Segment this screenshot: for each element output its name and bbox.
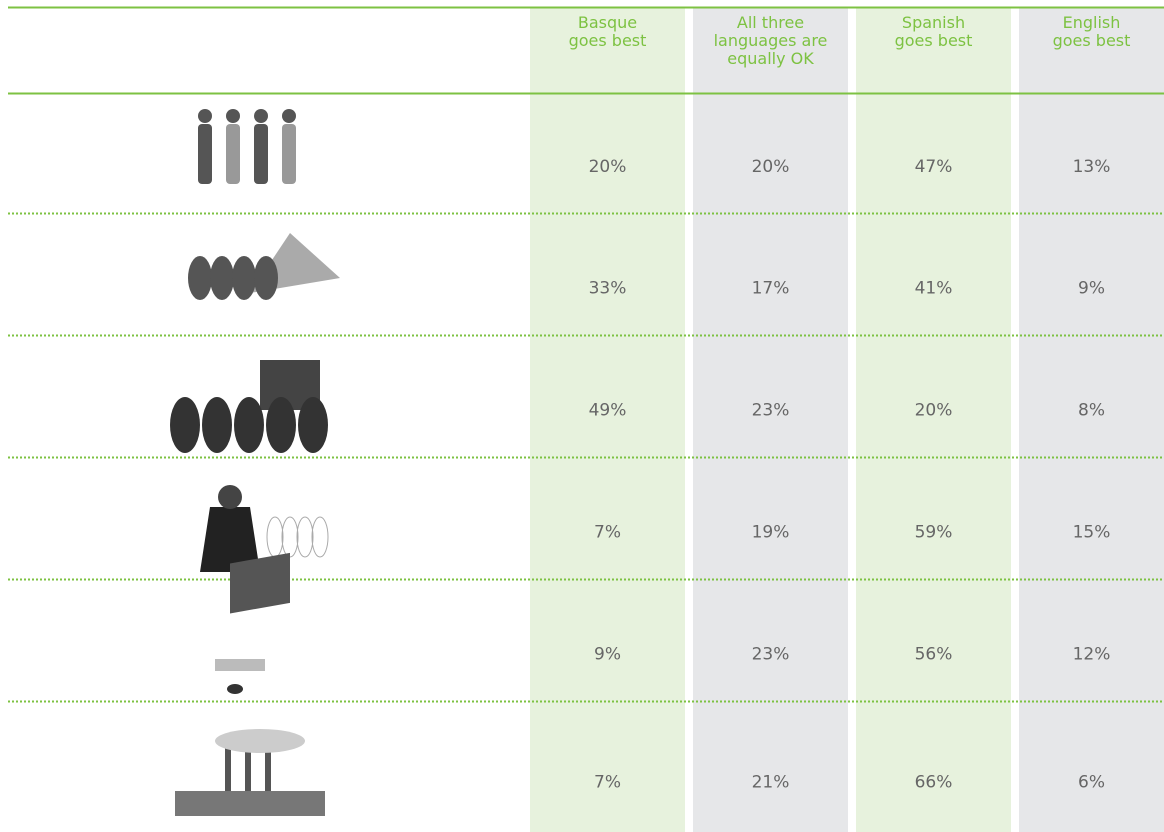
cell-value: 20% [752, 157, 790, 177]
icon [198, 109, 212, 123]
cell-value: 17% [752, 279, 790, 299]
column-header: goes best [1053, 31, 1131, 50]
cell-value: 19% [752, 523, 790, 543]
icon [266, 516, 284, 558]
col-bg [530, 7, 685, 832]
icon [198, 124, 212, 184]
cell-value: 15% [1073, 523, 1111, 543]
cell-value: 20% [589, 157, 627, 177]
cell-value: 9% [1078, 279, 1105, 299]
cell-value: 49% [589, 401, 627, 421]
icon [254, 124, 268, 184]
cell-value: 9% [594, 645, 621, 665]
column-header: languages are [714, 31, 828, 50]
icon [225, 746, 231, 791]
icon [215, 659, 265, 671]
cell-value: 6% [1078, 772, 1105, 792]
icon [230, 552, 290, 614]
icon [202, 397, 232, 453]
icon [210, 256, 234, 300]
icon [254, 256, 278, 300]
column-header: English [1063, 13, 1121, 32]
icon [281, 516, 299, 558]
icon [296, 516, 314, 558]
cell-value: 21% [752, 772, 790, 792]
cell-value: 33% [589, 279, 627, 299]
icon [298, 397, 328, 453]
icon [215, 729, 305, 753]
column-header: equally OK [727, 49, 814, 68]
cell-value: 23% [752, 401, 790, 421]
cell-value: 23% [752, 645, 790, 665]
cell-value: 13% [1073, 157, 1111, 177]
icon [282, 124, 296, 184]
cell-value: 20% [915, 401, 953, 421]
icon [265, 746, 271, 791]
cell-value: 47% [915, 157, 953, 177]
icon [232, 256, 256, 300]
icon [282, 109, 296, 123]
cell-value: 7% [594, 772, 621, 792]
cell-value: 59% [915, 523, 953, 543]
icon [226, 124, 240, 184]
icon [227, 684, 243, 694]
icon [254, 109, 268, 123]
cell-value: 41% [915, 279, 953, 299]
icon [200, 507, 260, 572]
cell-value: 12% [1073, 645, 1111, 665]
column-header: Basque [578, 13, 637, 32]
icon [218, 485, 242, 509]
column-header: goes best [569, 31, 647, 50]
icon [245, 746, 251, 791]
cell-value: 56% [915, 645, 953, 665]
column-header: goes best [895, 31, 973, 50]
icon [234, 397, 264, 453]
icon [266, 397, 296, 453]
icon [170, 397, 200, 453]
cell-value: 8% [1078, 401, 1105, 421]
column-header: Spanish [902, 13, 965, 32]
col-bg [856, 7, 1011, 832]
cell-value: 7% [594, 523, 621, 543]
icon [175, 791, 325, 816]
col-bg [1019, 7, 1164, 832]
icon [311, 516, 329, 558]
icon [226, 109, 240, 123]
col-bg [693, 7, 848, 832]
cell-value: 66% [915, 772, 953, 792]
icon [188, 256, 212, 300]
column-header: All three [737, 13, 804, 32]
